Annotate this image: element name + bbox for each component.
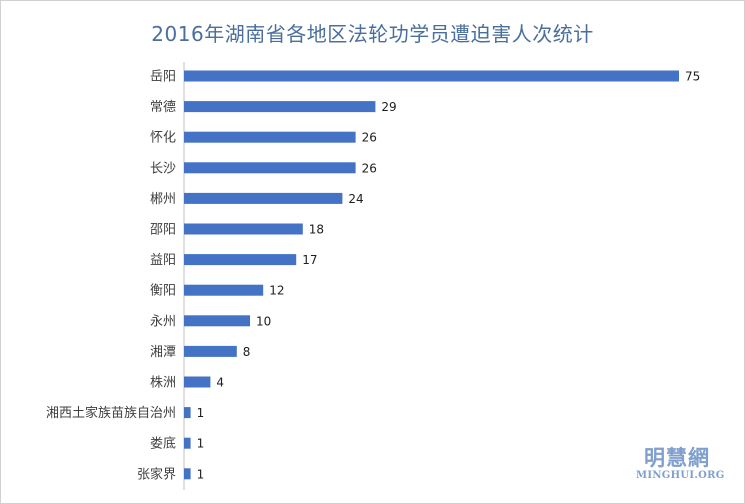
category-label: 张家界	[137, 466, 176, 482]
value-label: 1	[197, 406, 205, 420]
value-label: 17	[302, 253, 317, 267]
chart-title: 2016年湖南省各地区法轮功学员遭迫害人次统计	[151, 22, 594, 46]
category-label: 湘西土家族苗族自治州	[46, 405, 176, 421]
category-label: 益阳	[150, 253, 176, 268]
minghui-watermark: 明慧網 MINGHUI.ORG	[636, 445, 725, 482]
value-label: 12	[269, 284, 284, 298]
bar	[184, 345, 237, 357]
bar	[184, 437, 191, 449]
bar	[184, 162, 356, 174]
bar	[184, 70, 679, 82]
value-label: 26	[362, 161, 377, 175]
bar	[184, 192, 343, 204]
value-label: 29	[381, 100, 396, 114]
bar	[184, 101, 376, 113]
category-label: 湘潭	[150, 345, 176, 360]
bars-layer: 岳阳 75 常德 29 怀化 26 长沙 26 郴州 24 邵阳 18 益阳 17 衡阳 12 永州 10 湘潭 8 株…	[46, 70, 700, 483]
bar	[184, 284, 264, 296]
category-label: 娄底	[150, 436, 176, 452]
category-label: 常德	[150, 100, 176, 115]
category-label: 株洲	[150, 376, 176, 391]
value-label: 10	[256, 314, 271, 328]
bar	[184, 223, 303, 235]
category-label: 衡阳	[150, 284, 176, 299]
category-label: 邵阳	[150, 223, 176, 238]
value-label: 8	[243, 345, 251, 359]
category-label: 怀化	[150, 131, 176, 146]
category-label: 长沙	[150, 161, 176, 176]
value-label: 24	[348, 192, 363, 206]
value-label: 1	[197, 437, 205, 451]
value-label: 1	[197, 467, 205, 481]
value-label: 18	[309, 223, 324, 237]
bar	[184, 254, 297, 266]
category-label: 岳阳	[150, 70, 176, 85]
bar	[184, 315, 250, 327]
category-label: 郴州	[150, 192, 176, 207]
bar	[184, 131, 356, 143]
watermark-main: 明慧網	[644, 445, 710, 470]
value-label: 26	[362, 131, 377, 145]
watermark-sub: MINGHUI.ORG	[636, 470, 725, 481]
value-label: 75	[685, 70, 700, 84]
bar	[184, 376, 211, 388]
value-label: 4	[216, 376, 224, 390]
bar	[184, 468, 191, 480]
category-label: 永州	[150, 314, 176, 329]
bar	[184, 407, 191, 419]
